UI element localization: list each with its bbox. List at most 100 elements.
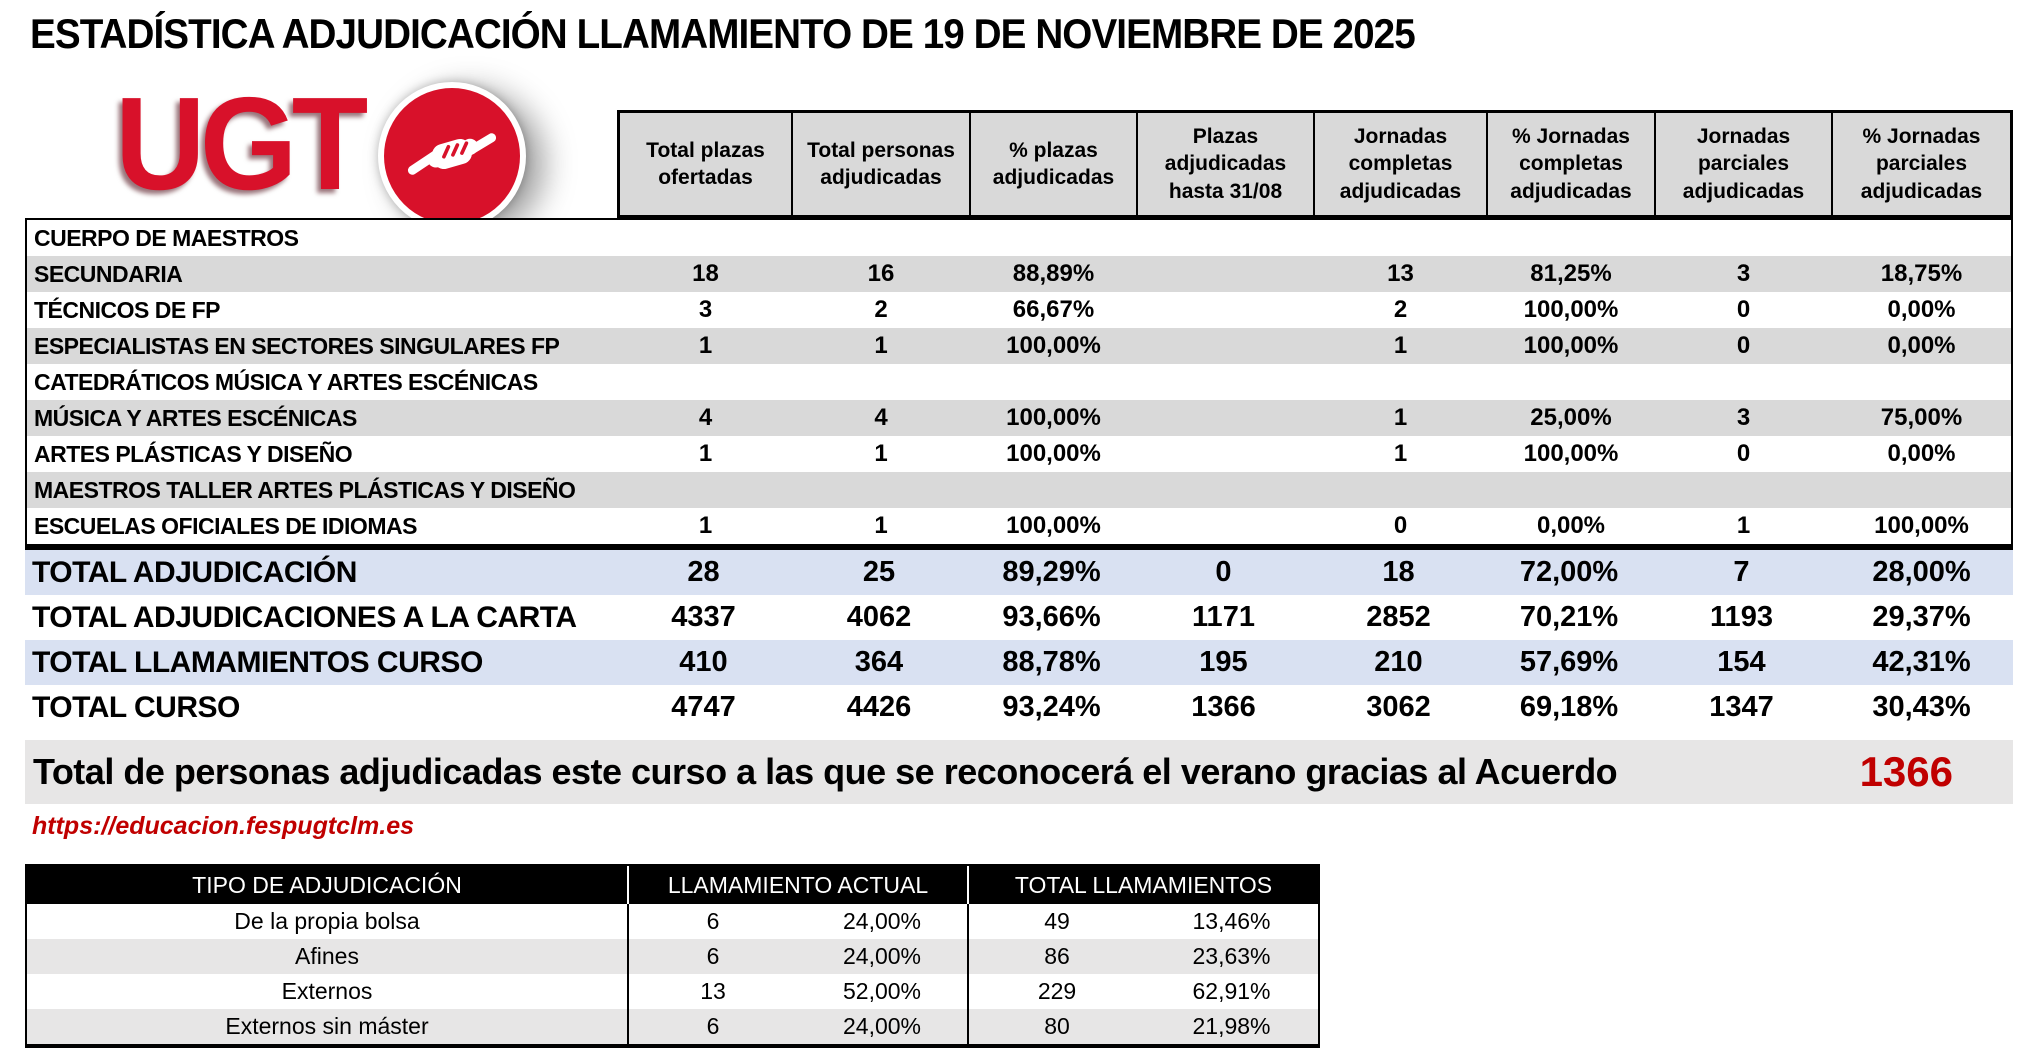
row-label: ESCUELAS OFICIALES DE IDIOMAS — [34, 512, 417, 539]
row-label: SECUNDARIA — [34, 260, 183, 287]
cell: 6 — [627, 904, 797, 939]
column-header: Jornadas completas adjudicadas — [1315, 113, 1488, 215]
row-label: CUERPO DE MAESTROS — [34, 224, 299, 251]
cell: 0,00% — [1887, 440, 1956, 467]
site-link[interactable]: https://educacion.fespugtclm.es — [32, 812, 415, 840]
stats-table-header-row: Total plazas ofertadas Total personas ad… — [617, 110, 2013, 218]
column-header: % Jornadas completas adjudicadas — [1488, 113, 1656, 215]
cell: 13 — [1387, 260, 1414, 287]
cell — [1137, 472, 1314, 508]
cell: 28,00% — [1872, 556, 1971, 588]
table-row: ESPECIALISTAS EN SECTORES SINGULARES FP … — [27, 328, 2011, 364]
handshake-icon — [398, 100, 506, 213]
cell — [1137, 364, 1314, 400]
column-header: % plazas adjudicadas — [971, 113, 1138, 215]
cell: 195 — [1199, 646, 1248, 678]
cell: 3 — [1736, 260, 1751, 287]
table-row: ESCUELAS OFICIALES DE IDIOMAS 1 1 100,00… — [27, 508, 2011, 544]
banner-text: Total de personas adjudicadas este curso… — [33, 751, 1618, 792]
cell: 52,00% — [842, 978, 921, 1004]
cell: 100,00% — [1006, 512, 1101, 539]
row-label: Externos sin máster — [225, 1013, 429, 1039]
row-label: TOTAL LLAMAMIENTOS CURSO — [32, 645, 483, 679]
cell: 1 — [1393, 440, 1408, 467]
cell: 13 — [627, 974, 797, 1009]
cell: 66,67% — [1012, 296, 1095, 323]
cell: 49 — [967, 904, 1145, 939]
cell: 4 — [874, 404, 888, 431]
row-label: ARTES PLÁSTICAS Y DISEÑO — [34, 440, 353, 467]
cell: 0 — [1393, 512, 1408, 539]
cell — [1314, 220, 1487, 256]
cell — [1832, 220, 2011, 256]
cell: 23,63% — [1192, 943, 1271, 969]
cell — [792, 472, 970, 508]
cell: 1 — [1393, 332, 1408, 359]
ugt-logo: UGT — [115, 70, 526, 230]
row-label: TOTAL CURSO — [32, 690, 240, 724]
totals-row: TOTAL CURSO 4747 4426 93,24% 1366 3062 6… — [25, 685, 2013, 730]
cell: 229 — [967, 974, 1145, 1009]
cell — [1137, 328, 1314, 364]
cell: 0,00% — [1536, 512, 1606, 539]
table-row: Externos sin máster 6 24,00% 80 21,98% — [27, 1009, 1318, 1044]
cell: 1 — [698, 332, 713, 359]
column-header: Plazas adjudicadas hasta 31/08 — [1138, 113, 1315, 215]
cell — [619, 472, 792, 508]
cell: 154 — [1717, 646, 1766, 678]
row-label: Externos — [281, 978, 373, 1004]
table-row: ARTES PLÁSTICAS Y DISEÑO 1 1 100,00% 1 1… — [27, 436, 2011, 472]
cell: 30,43% — [1872, 691, 1971, 723]
totals-row: TOTAL ADJUDICACIÓN 28 25 89,29% 0 18 72,… — [25, 550, 2013, 595]
cell: 72,00% — [1519, 556, 1619, 588]
row-label: TÉCNICOS DE FP — [34, 296, 220, 323]
cell: 1193 — [1710, 601, 1773, 633]
cell — [1137, 400, 1314, 436]
cell: 24,00% — [842, 908, 921, 934]
cell: 16 — [867, 260, 895, 287]
cell: 75,00% — [1880, 404, 1963, 431]
cell: 3 — [1736, 404, 1751, 431]
cell: 6 — [627, 939, 797, 974]
table-row: Externos 13 52,00% 229 62,91% — [27, 974, 1318, 1009]
cell: 1 — [874, 440, 888, 467]
cell: 88,89% — [1012, 260, 1095, 287]
banner-value: 1366 — [1859, 748, 1953, 795]
cell: 7 — [1733, 556, 1750, 588]
row-label: Afines — [295, 943, 359, 969]
adjudication-type-header-row: TIPO DE ADJUDICACIÓN LLAMAMIENTO ACTUAL … — [27, 866, 1318, 904]
cell: 0 — [1736, 332, 1751, 359]
cell: 62,91% — [1192, 978, 1271, 1004]
cell: 100,00% — [1006, 440, 1101, 467]
cell: 29,37% — [1872, 601, 1971, 633]
cell — [792, 220, 970, 256]
cell: 1 — [698, 440, 713, 467]
cell — [1655, 364, 1832, 400]
cell: 13,46% — [1192, 908, 1271, 934]
row-label: MAESTROS TALLER ARTES PLÁSTICAS Y DISEÑO — [34, 476, 576, 503]
cell: 364 — [854, 646, 904, 678]
cell: 88,78% — [1002, 646, 1101, 678]
cell: 4337 — [671, 601, 736, 633]
cell — [619, 220, 792, 256]
column-header: Jornadas parciales adjudicadas — [1656, 113, 1833, 215]
column-header: LLAMAMIENTO ACTUAL — [627, 866, 967, 904]
cell: 1347 — [1709, 691, 1774, 723]
cell: 0,00% — [1887, 296, 1956, 323]
column-header: % Jornadas parciales adjudicadas — [1860, 125, 1983, 203]
cell — [970, 472, 1137, 508]
cell: 2852 — [1366, 601, 1431, 633]
totals-row: TOTAL ADJUDICACIONES A LA CARTA 4337 406… — [25, 595, 2013, 640]
cell: 2 — [874, 296, 888, 323]
stats-table-body: CUERPO DE MAESTROS SECUNDARIA 18 16 88,8… — [25, 218, 2013, 550]
cell: 1 — [698, 512, 713, 539]
adjudication-type-table: TIPO DE ADJUDICACIÓN LLAMAMIENTO ACTUAL … — [25, 864, 1320, 1048]
row-label: CATEDRÁTICOS MÚSICA Y ARTES ESCÉNICAS — [34, 368, 538, 395]
cell: 0 — [1736, 296, 1751, 323]
cell — [1137, 292, 1314, 328]
cell — [1655, 220, 1832, 256]
cell: 1 — [1736, 512, 1751, 539]
table-row: CATEDRÁTICOS MÚSICA Y ARTES ESCÉNICAS — [27, 364, 2011, 400]
cell: 70,21% — [1519, 601, 1619, 633]
